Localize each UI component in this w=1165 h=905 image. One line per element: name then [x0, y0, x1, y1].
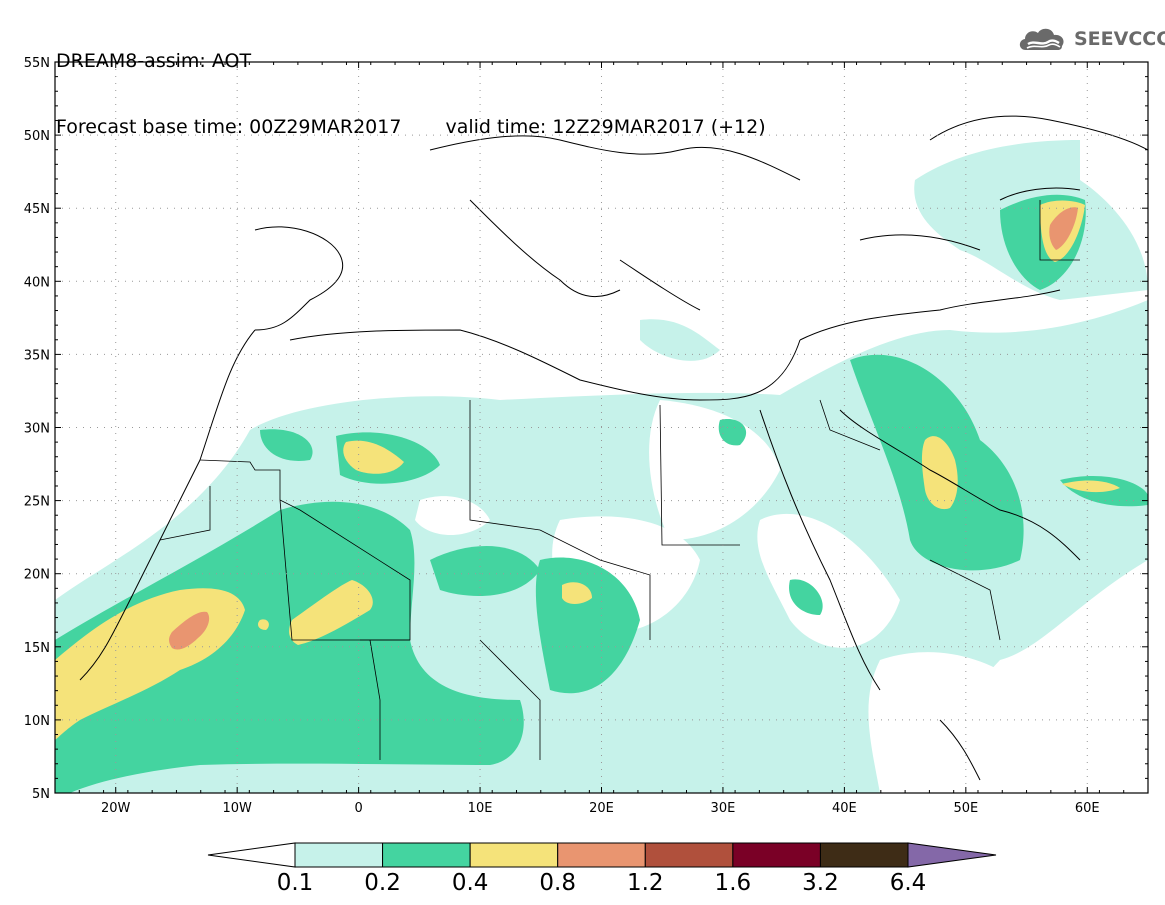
- lon-label: 10W: [222, 801, 252, 816]
- product-title: DREAM8-assim: AOT: [56, 50, 252, 72]
- colorbar-tick-label: 3.2: [802, 870, 839, 896]
- lat-label: 10N: [24, 714, 50, 729]
- country-borders: [159, 200, 1080, 760]
- colorbar-segment: [557, 842, 646, 868]
- aot-very-high-field: [169, 207, 1078, 650]
- colorbar-tick-label: 0.2: [364, 870, 401, 896]
- colorbar-tick-label: 0.8: [539, 870, 576, 896]
- colorbar-segment: [469, 842, 559, 868]
- lon-label: 10E: [468, 801, 493, 816]
- colorbar-right-arrow: [907, 842, 997, 868]
- lat-label: 35N: [24, 348, 50, 363]
- colorbar-tick-label: 0.4: [451, 870, 489, 896]
- colorbar-segment: [819, 842, 909, 868]
- colorbar-tick-label: 1.2: [626, 870, 664, 896]
- colorbar-tick-label: 0.1: [276, 870, 314, 896]
- lat-label: 50N: [24, 129, 50, 144]
- lon-labels: 20W 10W 0 10E 20E 30E 40E 50E 60E: [101, 801, 1100, 816]
- colorbar: [207, 842, 997, 868]
- colorbar-tick-label: 1.6: [714, 870, 752, 896]
- lon-label: 30E: [711, 801, 736, 816]
- lon-label: 50E: [953, 801, 978, 816]
- seevccc-logo: SEEVCCC: [1016, 22, 1165, 56]
- lat-labels: 55N 50N 45N 40N 35N 30N 25N 20N 15N 10N 5N: [24, 56, 50, 802]
- colorbar-segment: [644, 842, 734, 868]
- lat-label: 55N: [24, 56, 50, 71]
- lon-label: 60E: [1075, 801, 1100, 816]
- base-time-label: Forecast base time: 00Z29MAR2017: [56, 116, 402, 138]
- aot-fields: [55, 140, 1148, 793]
- coastlines: [79, 115, 1148, 781]
- lon-label: 0: [354, 801, 362, 816]
- map-title: DREAM8-assim: AOT Forecast base time: 00…: [56, 6, 766, 160]
- lat-label: 30N: [24, 422, 50, 437]
- lon-label: 40E: [832, 801, 857, 816]
- cloud-icon: [1019, 28, 1064, 50]
- colorbar-segment: [732, 842, 821, 868]
- lat-label: 5N: [32, 787, 50, 802]
- colorbar-tick-label: 6.4: [889, 870, 927, 896]
- graticule: [55, 62, 1148, 793]
- lat-label: 20N: [24, 568, 50, 583]
- logo-text: SEEVCCC: [1074, 28, 1165, 50]
- colorbar-segment: [382, 842, 471, 868]
- lon-label: 20E: [589, 801, 614, 816]
- lat-label: 45N: [24, 202, 50, 217]
- lat-label: 25N: [24, 495, 50, 510]
- colorbar-segment: [294, 842, 384, 868]
- valid-time-label: valid time: 12Z29MAR2017 (+12): [445, 116, 766, 138]
- lon-label: 20W: [101, 801, 131, 816]
- colorbar-left-arrow: [207, 842, 296, 868]
- lat-label: 40N: [24, 275, 50, 290]
- axis-ticks: [54, 61, 1149, 794]
- lat-label: 15N: [24, 641, 50, 656]
